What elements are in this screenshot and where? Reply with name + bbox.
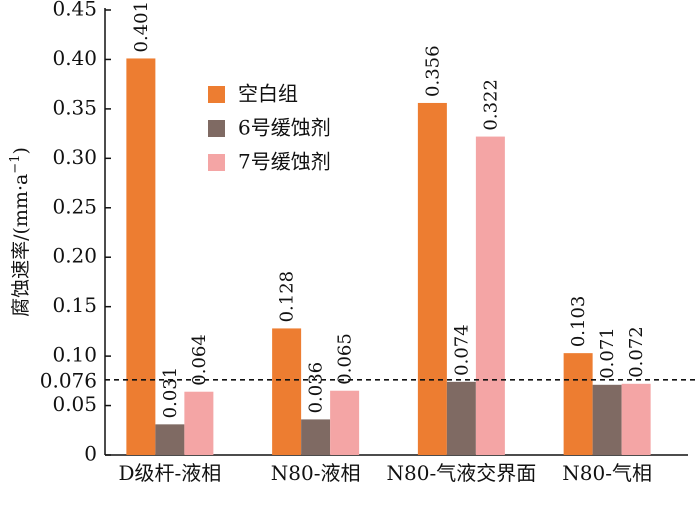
data-label: 0.074 [451, 324, 472, 376]
bar [446, 381, 476, 455]
y-tick-label: 0.40 [52, 46, 97, 70]
bar [330, 390, 360, 455]
y-axis-title: 腐蚀速率/(mm·a−1) [8, 147, 33, 317]
y-axis-title-superscript: −1 [8, 155, 23, 174]
y-tick-label: 0.25 [52, 194, 97, 218]
y-tick-label: 0.30 [52, 145, 97, 169]
bar [301, 419, 331, 455]
bar [272, 328, 302, 455]
legend-swatch [208, 154, 225, 171]
data-label: 0.356 [422, 45, 443, 97]
data-label: 0.036 [306, 362, 327, 414]
legend-label: 空白组 [238, 82, 298, 106]
data-label: 0.064 [189, 334, 210, 386]
y-tick-label: 0 [84, 442, 97, 466]
bar [126, 58, 156, 455]
data-label: 0.072 [626, 326, 647, 378]
x-tick-label: N80-气相 [562, 461, 652, 485]
data-label: 0.071 [597, 327, 618, 379]
bar [563, 353, 593, 455]
y-axis-title-close: ) [10, 147, 32, 154]
legend-swatch [208, 120, 225, 137]
reference-line-label: 0.076 [40, 368, 97, 392]
bar [184, 391, 214, 455]
legend-label: 7号缓蚀剂 [238, 150, 331, 174]
bar [475, 136, 505, 456]
data-label: 0.065 [335, 333, 356, 385]
y-tick-label: 0.15 [52, 293, 97, 317]
legend-swatch [208, 86, 225, 103]
y-tick-label: 0.20 [52, 244, 97, 268]
x-tick-label: N80-液相 [271, 461, 361, 485]
data-label: 0.031 [160, 367, 181, 419]
data-label: 0.322 [480, 79, 501, 131]
data-label: 0.128 [277, 271, 298, 323]
x-tick-label: N80-气液交界面 [387, 461, 537, 485]
y-axis-title-main: 腐蚀速率/(mm·a [10, 174, 32, 317]
y-tick-label: 0.10 [52, 343, 97, 367]
svg-text:腐蚀速率/(mm·a−1): 腐蚀速率/(mm·a−1) [8, 147, 33, 317]
bar [417, 102, 447, 455]
bar [621, 383, 651, 455]
bar [592, 384, 622, 455]
y-tick-label: 0.05 [52, 392, 97, 416]
bar [155, 424, 185, 455]
y-tick-label: 0.45 [52, 0, 97, 21]
y-tick-label: 0.35 [52, 95, 97, 119]
data-label: 0.103 [568, 296, 589, 348]
legend-label: 6号缓蚀剂 [238, 116, 331, 140]
x-tick-label: D级杆-液相 [118, 461, 221, 485]
data-label: 0.401 [131, 1, 152, 53]
